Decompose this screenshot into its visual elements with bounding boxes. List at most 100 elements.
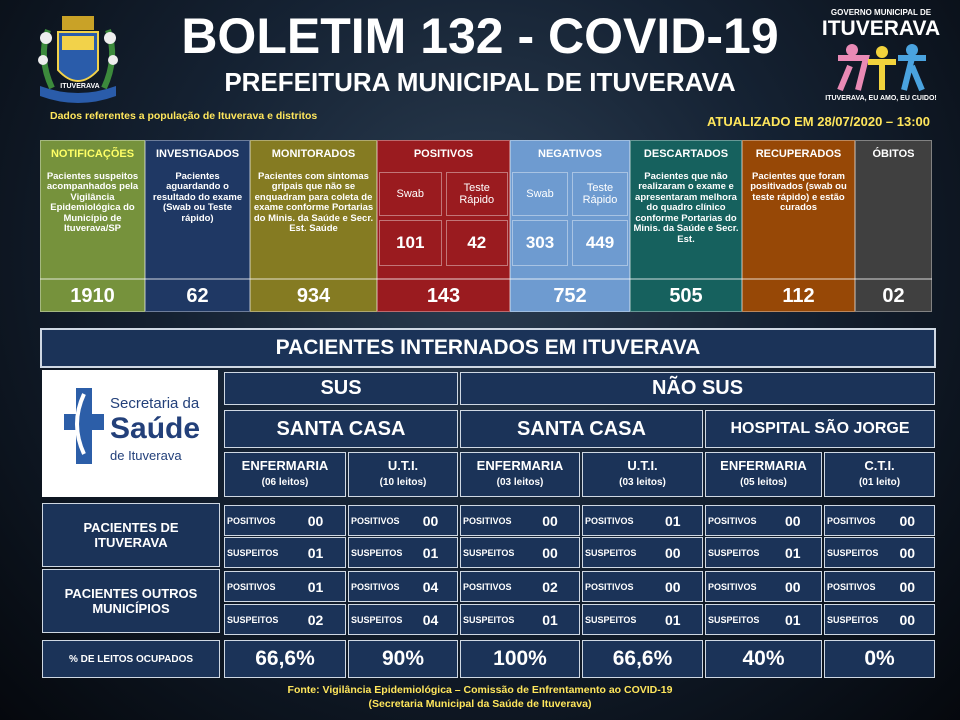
hospital-header: SANTA CASA [224,410,458,448]
sub-value: 303 [512,220,568,266]
sub-value: 101 [379,220,442,266]
count-cell [348,537,458,568]
count-value: 00 [664,544,681,561]
count-label: SUSPEITOS [708,614,760,625]
group-header: NÃO SUS [460,372,935,405]
count-cell [582,537,703,568]
count-value: 00 [899,611,916,628]
count-label: POSITIVOS [351,581,400,592]
count-cell [582,505,703,536]
count-value: 00 [307,512,324,529]
count-value: 01 [664,512,681,529]
count-cell [824,571,935,602]
count-cell [224,537,346,568]
count-value: 02 [307,611,324,628]
count-cell [348,571,458,602]
unit-header [824,452,935,497]
count-cell [824,537,935,568]
unit-header [224,452,346,497]
count-value: 04 [422,578,439,595]
count-label: POSITIVOS [463,581,512,592]
count-label: SUSPEITOS [827,547,879,558]
summary-title: ÓBITOS [872,148,915,160]
subtitle: PREFEITURA MUNICIPAL DE ITUVERAVA [224,66,736,97]
count-cell [705,571,822,602]
title: BOLETIM 132 - COVID-19 [181,8,779,64]
count-label: SUSPEITOS [227,547,279,558]
count-value: 01 [307,544,324,561]
count-label: SUSPEITOS [463,547,515,558]
count-cell [460,537,580,568]
sub-label: Swab [512,172,568,216]
summary-total: 02 [855,278,932,312]
count-label: POSITIVOS [827,581,876,592]
sub-label: Swab [379,172,442,216]
count-cell [460,571,580,602]
logo-line2: ITUVERAVA [821,17,941,40]
secretaria-line2: Saúde [110,412,201,445]
unit-name: ENFERMARIA [476,457,564,473]
updated: ATUALIZADO EM 28/07/2020 – 13:00 [706,114,930,129]
hospital-title: PACIENTES INTERNADOS EM ITUVERAVA [275,336,701,359]
count-cell [224,604,346,635]
note: Dados referentes a população de Ituverav… [50,110,318,122]
count-value: 00 [542,512,558,529]
summary-column [855,140,932,312]
count-label: SUSPEITOS [351,547,403,558]
unit-name: U.T.I. [627,457,658,473]
count-value: 00 [784,578,801,595]
count-value: 00 [422,512,439,529]
secretaria-line1: Secretaria da [110,395,200,412]
summary-description: Pacientes que não realizaram o exame e a… [633,171,739,245]
summary-total: 62 [145,278,250,312]
count-cell [705,537,822,568]
count-value: 00 [664,578,681,595]
count-value: 00 [784,512,801,529]
count-value: 01 [422,544,439,561]
crest-banner: ITUVERAVA [60,82,100,90]
unit-name: ENFERMARIA [720,457,807,473]
summary-description: Pacientes aguardando o resultado do exam… [152,171,243,224]
summary-total: 143 [377,278,510,312]
secretaria-logo [42,370,218,497]
unit-beds: (05 leitos) [740,476,787,488]
summary-column [377,140,510,312]
count-label: POSITIVOS [351,515,400,526]
summary-total: 112 [742,278,855,312]
count-value: 01 [307,578,324,595]
count-value: 01 [784,544,801,561]
occupancy-value: 0% [824,640,935,678]
hospital-header: HOSPITAL SÃO JORGE [705,410,935,448]
summary-title: MONITORADOS [271,148,356,160]
summary-title: POSITIVOS [413,148,474,160]
count-label: SUSPEITOS [827,614,879,625]
source-line1: Fonte: Vigilância Epidemiológica – Comis… [287,684,673,696]
count-label: POSITIVOS [708,515,757,526]
unit-name: C.T.I. [864,457,895,473]
count-cell [460,505,580,536]
count-cell [224,505,346,536]
secretaria-line3: de Ituverava [110,448,182,463]
summary-description: Pacientes suspeitos acompanhados pela Vi… [46,171,139,235]
summary-column [742,140,855,312]
unit-name: ENFERMARIA [241,457,329,473]
count-cell [582,571,703,602]
sub-label: Teste Rápido [445,172,508,216]
count-value: 01 [542,611,558,628]
unit-beds: (03 leitos) [619,476,666,488]
row-group: PACIENTES OUTROS MUNICÍPIOS [42,569,220,633]
count-label: POSITIVOS [227,515,276,526]
secretaria-logo-icon [64,388,104,464]
count-label: SUSPEITOS [227,614,279,625]
count-cell [705,604,822,635]
summary-column [145,140,250,312]
count-value: 00 [899,578,916,595]
unit-name: U.T.I. [387,457,419,473]
count-value: 00 [899,544,916,561]
occupancy-label: % DE LEITOS OCUPADOS [42,640,220,678]
count-label: SUSPEITOS [585,614,637,625]
count-value: 04 [422,611,439,628]
summary-title: RECUPERADOS [755,148,842,160]
count-label: SUSPEITOS [463,614,515,625]
